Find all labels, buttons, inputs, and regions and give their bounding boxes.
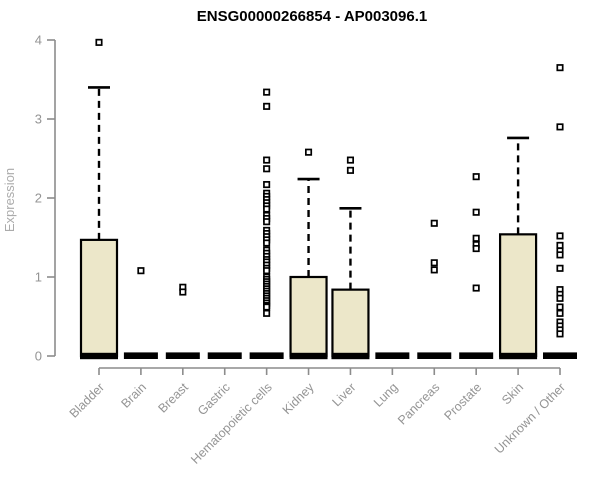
x-tick-label-bladder: Bladder [67,380,107,420]
outlier-point [472,234,480,242]
box-group-unknown-other [543,64,577,359]
y-axis: 0 1 2 3 4 [35,33,56,364]
outlier-point [179,288,187,296]
box-group-breast [165,283,200,359]
outlier-point [263,267,271,275]
x-tick-label-unknown-other: Unknown / Other [492,380,568,456]
outlier-point [137,267,145,275]
y-tick-label: 2 [35,191,42,206]
outlier-point [263,181,271,189]
x-tick-label-kidney: Kidney [280,380,317,417]
box [331,288,370,358]
chart-title: ENSG00000266854 - AP003096.1 [197,8,427,25]
box [289,275,328,358]
outlier-point [556,123,564,131]
collapsed-box [543,352,577,359]
outlier-point [472,245,480,253]
outlier-point [263,88,271,96]
box-group-bladder [79,38,119,360]
outlier-point [556,264,564,272]
median-line [80,352,118,360]
box-group-skin [498,136,538,360]
x-tick-label-skin: Skin [499,380,526,407]
outlier-point [556,251,564,259]
outlier-point [304,148,313,156]
outlier-point [472,208,480,216]
x-tick-label-lung: Lung [371,380,401,410]
median-line [289,352,328,360]
x-tick-label-prostate: Prostate [441,380,484,423]
outlier-point [263,309,271,317]
median-line [499,352,538,360]
collapsed-box [165,352,200,359]
collapsed-box [249,352,284,359]
y-tick-label: 0 [35,349,42,364]
collapsed-box [207,352,242,359]
box-group-hematopoietic-cells [249,88,284,359]
collapsed-box [123,352,158,359]
outlier-point [556,64,564,72]
y-tick-label: 1 [35,270,42,285]
box-group-lung [375,352,410,359]
box-group-pancreas [417,219,452,359]
outlier-point [95,38,103,46]
plot-area: 0 1 2 3 4 Bladder Brain Breast GastricHematopoie… [35,33,577,467]
outlier-point [263,165,271,173]
outlier-point [556,294,564,302]
y-tick-label: 3 [35,112,42,127]
collapsed-box [459,352,494,359]
x-tick-label-brain: Brain [118,380,149,411]
outlier-point [346,166,355,174]
outlier-point [556,330,564,338]
outlier-point [263,303,271,311]
x-tick-label-breast: Breast [155,380,191,416]
outlier-point [472,284,480,292]
outlier-point [263,102,271,110]
outlier-point [430,266,438,274]
outlier-point [430,219,438,227]
x-tick-label-gastric: Gastric [195,380,233,418]
box-group-brain [123,267,158,359]
collapsed-box [417,352,452,359]
y-axis-label: Expression [2,168,17,232]
outlier-point [556,241,564,249]
x-tick-label-hematopoietic-cells: Hematopoietic cells [188,380,275,467]
box-group-gastric [207,352,242,359]
box-group-liver [331,156,370,360]
box [79,238,119,358]
outlier-point [346,156,355,164]
box [498,233,538,358]
y-tick-label: 4 [35,33,42,48]
outlier-point [263,239,271,247]
outlier-point [263,205,271,213]
outlier-point [263,218,271,226]
outlier-point [263,156,271,164]
box-group-kidney [289,148,328,360]
x-tick-label-liver: Liver [330,380,359,409]
outlier-point [472,173,480,181]
x-tick-label-pancreas: Pancreas [395,380,442,427]
box-group-prostate [459,173,494,359]
outlier-point [556,303,564,311]
outlier-point [430,259,438,267]
outlier-point [556,232,564,240]
median-line [331,352,370,360]
collapsed-box [375,352,410,359]
outlier-point [556,309,564,317]
